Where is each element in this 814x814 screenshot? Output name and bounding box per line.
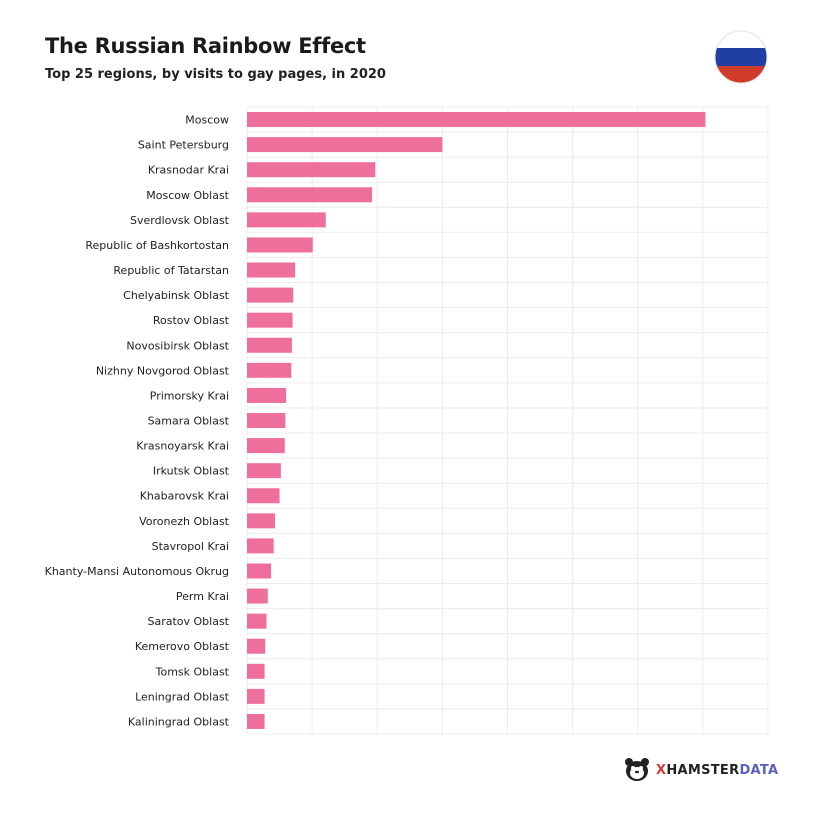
bar [247, 187, 373, 203]
category-label: Republic of Bashkortostan [85, 239, 229, 252]
category-label: Voronezh Oblast [139, 515, 230, 528]
bar [247, 262, 296, 278]
category-label: Sverdlovsk Oblast [130, 214, 230, 227]
bar [247, 162, 376, 178]
hamster-icon [625, 758, 649, 781]
bar [247, 212, 326, 228]
category-label: Khabarovsk Krai [140, 490, 229, 503]
bar [247, 613, 267, 629]
chart-subtitle: Top 25 regions, by visits to gay pages, … [45, 67, 386, 82]
category-label: Moscow [185, 114, 229, 127]
category-label: Kemerovo Oblast [135, 640, 230, 653]
bar [247, 287, 294, 303]
bar [247, 362, 292, 378]
chart-title: The Russian Rainbow Effect [45, 34, 366, 58]
category-label: Moscow Oblast [146, 189, 229, 202]
logo-hamster: HAMSTER [666, 762, 740, 778]
gridlines [246, 106, 769, 735]
category-label: Saratov Oblast [147, 615, 229, 628]
logo-x: X [656, 762, 667, 778]
bar [247, 413, 286, 428]
bar [247, 588, 268, 604]
bar [247, 387, 287, 403]
category-label: Krasnoyarsk Krai [136, 440, 229, 453]
bar [247, 438, 285, 454]
category-label: Perm Krai [176, 590, 229, 603]
category-label: Saint Petersburg [138, 139, 229, 152]
bar [247, 337, 292, 353]
category-label: Irkutsk Oblast [153, 465, 230, 478]
category-label: Leningrad Oblast [135, 690, 230, 703]
bar [247, 688, 265, 704]
category-label: Rostov Oblast [153, 314, 230, 327]
logo-data: DATA [739, 762, 779, 778]
category-label: Novosibirsk Oblast [126, 339, 229, 352]
category-label: Republic of Tatarstan [113, 264, 229, 277]
bar [247, 513, 276, 529]
bar [247, 312, 293, 328]
category-labels: Moscow Saint Petersburg Krasnodar Krai Mosc… [45, 114, 230, 729]
category-label: Krasnodar Krai [148, 164, 229, 177]
bar [247, 112, 706, 128]
category-label: Stavropol Krai [152, 540, 229, 553]
bar [247, 463, 281, 479]
category-label: Nizhny Novgorod Oblast [96, 364, 230, 377]
bar [247, 488, 280, 504]
bar [247, 663, 265, 679]
bar [247, 237, 313, 253]
russia-flag-icon [714, 30, 768, 84]
bar [247, 137, 443, 153]
xhamsterdata-logo: XHAMSTERDATA [624, 757, 778, 783]
category-label: Primorsky Krai [150, 389, 229, 402]
bars [247, 112, 706, 729]
bar [247, 563, 272, 579]
category-label: Tomsk Oblast [155, 665, 230, 678]
bar [247, 713, 265, 729]
category-label: Chelyabinsk Oblast [123, 289, 230, 302]
bar [247, 638, 266, 654]
category-label: Khanty-Mansi Autonomous Okrug [45, 565, 229, 578]
category-label: Samara Oblast [148, 415, 230, 428]
bar [247, 538, 274, 554]
logo-text: XHAMSTERDATA [656, 763, 778, 778]
category-label: Kaliningrad Oblast [128, 715, 230, 728]
